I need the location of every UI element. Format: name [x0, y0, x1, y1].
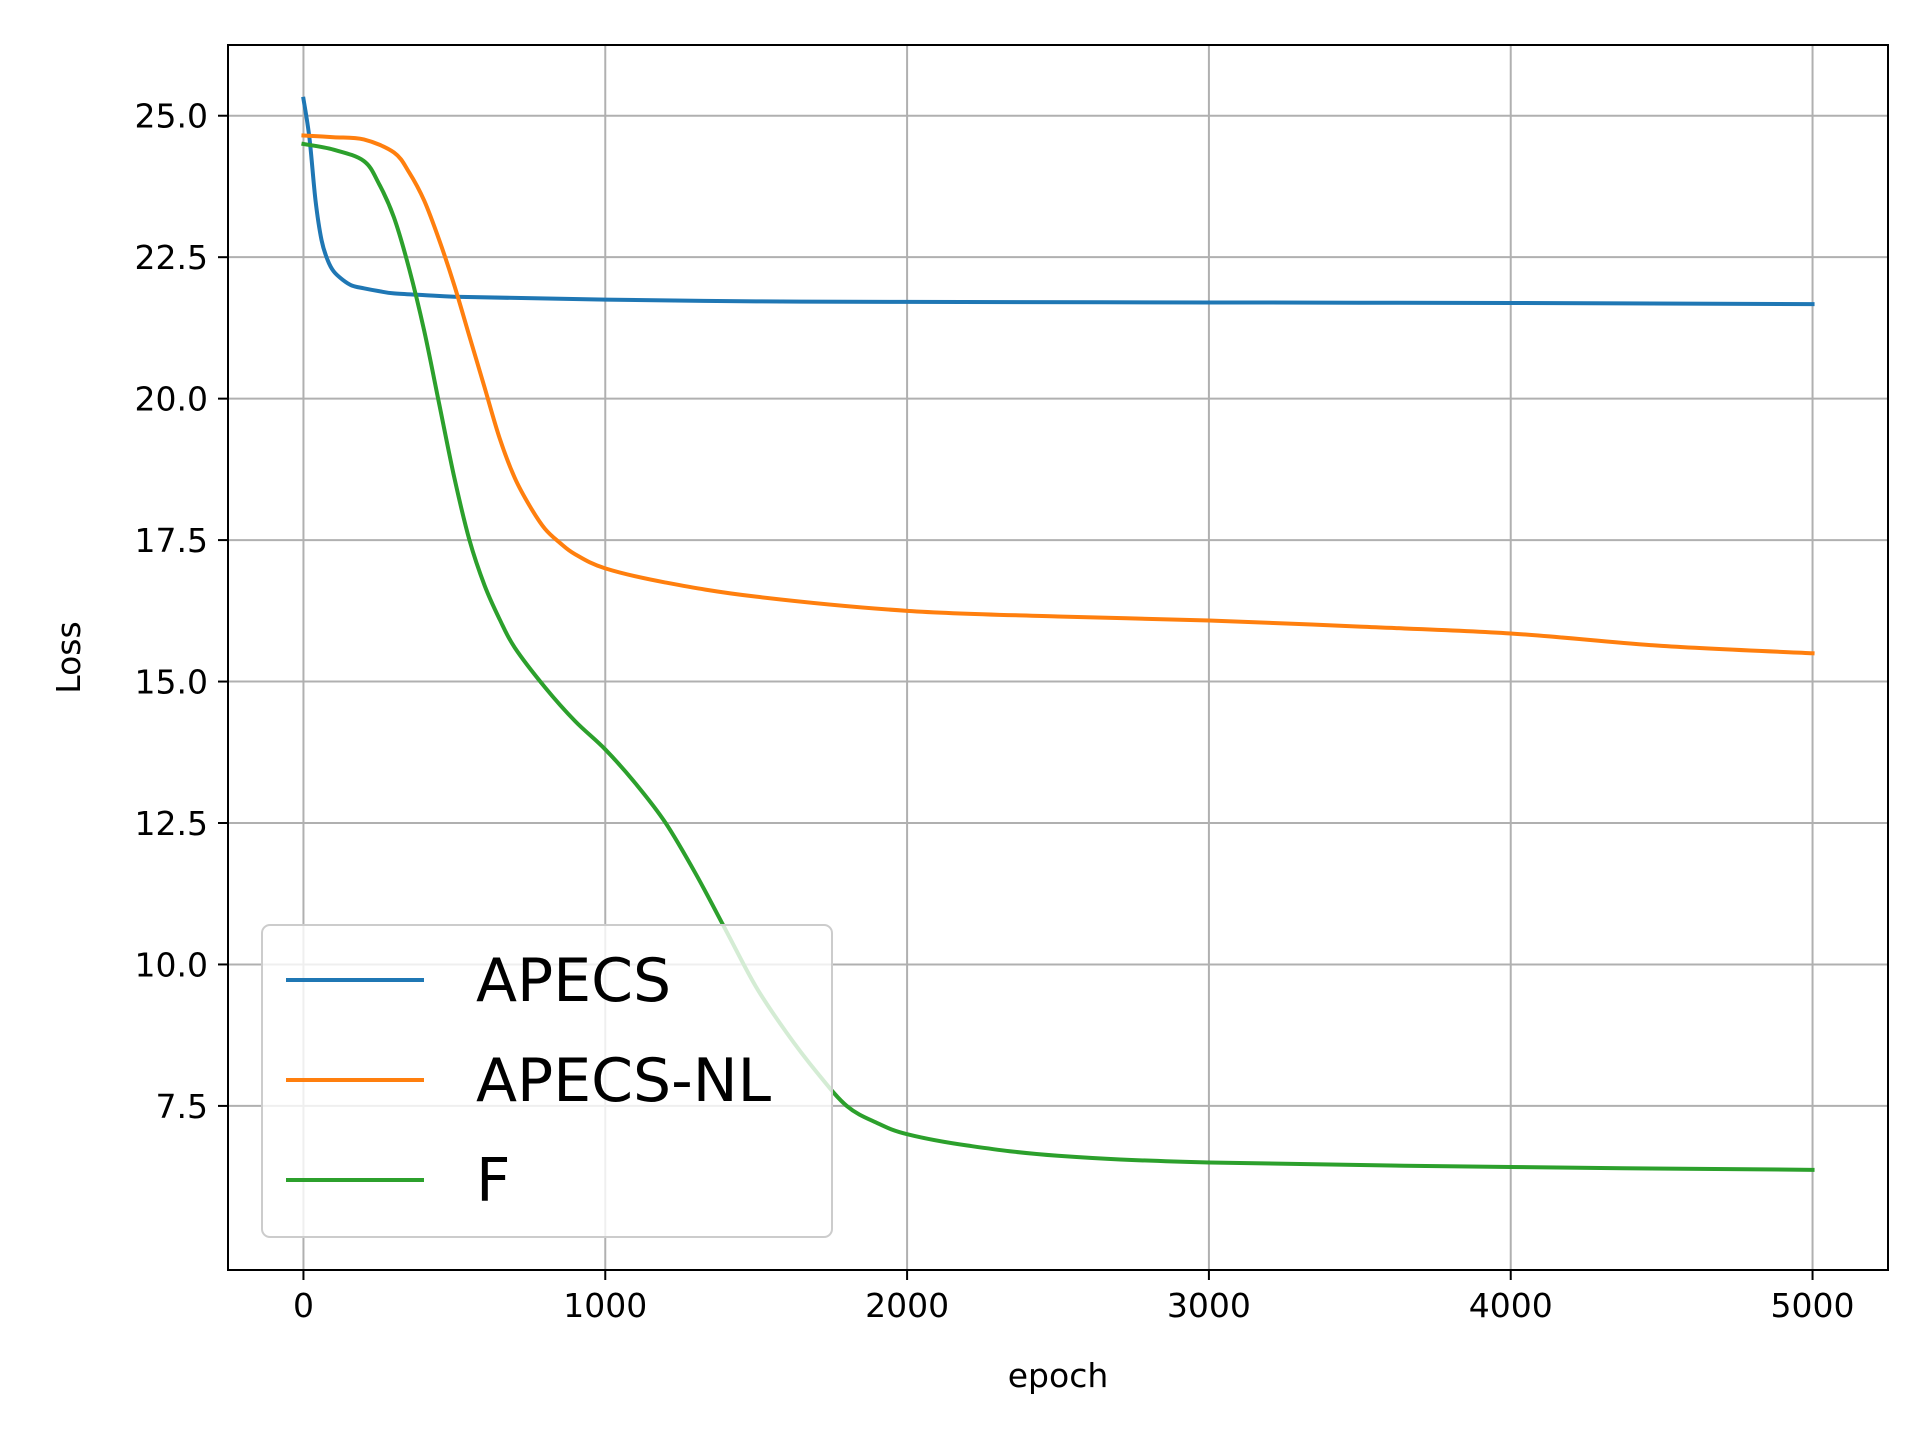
y-tick-label: 25.0 — [135, 97, 208, 136]
y-tick-label: 10.0 — [135, 945, 208, 984]
y-tick-label: 17.5 — [135, 521, 208, 560]
x-tick-label: 3000 — [1167, 1286, 1251, 1325]
axis-ticks: 0 1000 2000 3000 4000 5000 7.5 10.0 12.5 15.0 17.5… — [135, 97, 1855, 1325]
y-tick-label: 15.0 — [135, 663, 208, 702]
y-axis-label: Loss — [49, 621, 88, 693]
legend-label-f: F — [476, 1146, 511, 1216]
y-tick-label: 20.0 — [135, 380, 208, 419]
series-line-f — [301, 141, 1815, 1172]
y-tick-label: 7.5 — [156, 1087, 208, 1126]
x-tick-label: 0 — [293, 1286, 314, 1325]
grid — [228, 45, 1888, 1270]
y-tick-label: 22.5 — [135, 238, 208, 277]
x-tick-label: 1000 — [563, 1286, 647, 1325]
x-tick-label: 5000 — [1771, 1286, 1855, 1325]
series-line-apecs — [301, 96, 1815, 307]
series-line-apecs-nl — [301, 133, 1815, 656]
y-tick-label: 12.5 — [135, 804, 208, 843]
plot-frame — [227, 44, 1889, 1271]
x-tick-label: 4000 — [1469, 1286, 1553, 1325]
legend-label-apecs-nl: APECS-NL — [476, 1046, 772, 1116]
x-axis-label: epoch — [1008, 1356, 1109, 1395]
legend: APECS APECS-NL F — [261, 924, 833, 1238]
x-tick-label: 2000 — [865, 1286, 949, 1325]
legend-box — [261, 924, 833, 1238]
series-lines — [301, 96, 1815, 1172]
legend-label-apecs: APECS — [476, 946, 671, 1016]
